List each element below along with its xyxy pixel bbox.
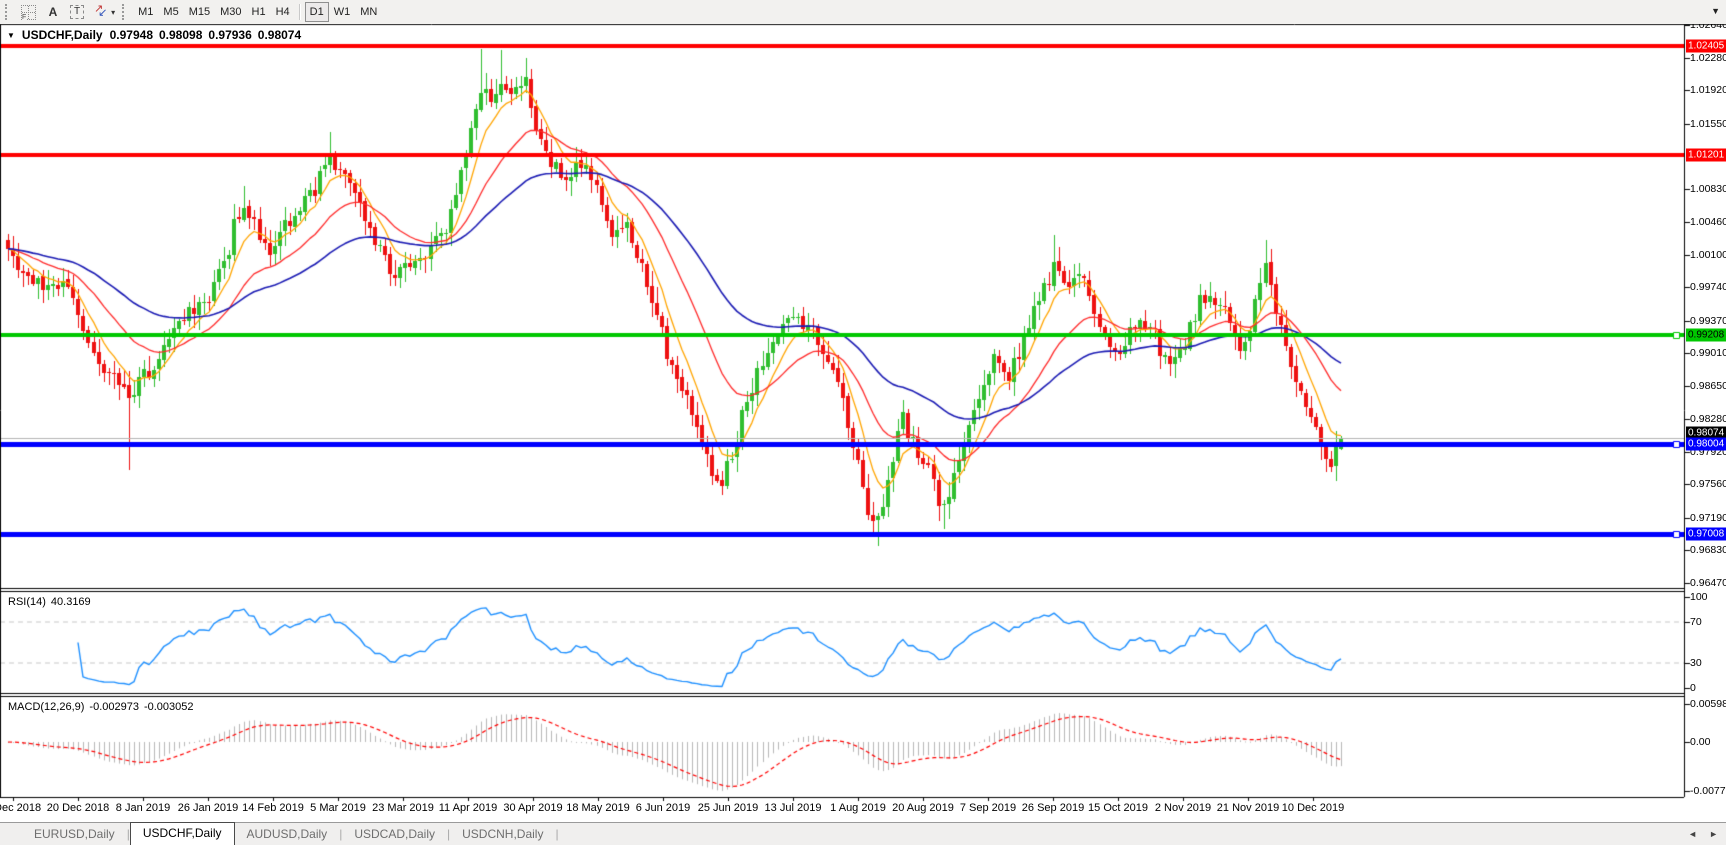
toolbar: F A T ↗ ↙ ▾ M1 M5 M15 M30 H1 H4 D1 W1 MN ▼ (0, 0, 1726, 24)
tab-separator: | (555, 827, 559, 841)
timeframe-button-m15[interactable]: M15 (188, 6, 211, 18)
tab-scroll-left-icon[interactable]: ◄ (1688, 829, 1698, 839)
chart-tabs-bar: EURUSD,Daily | USDCHF,Daily AUDUSD,Daily | US… (0, 822, 1726, 845)
shapes-tool-button[interactable]: ↗ ↙ ▾ (89, 2, 120, 22)
tab-scroll-arrows: ◄ ► (1688, 829, 1718, 839)
timeframe-button-h4[interactable]: H4 (275, 6, 290, 18)
grid-icon: F (21, 4, 36, 21)
chart-tab-eurusd[interactable]: EURUSD,Daily (34, 827, 115, 841)
timeframe-button-mn[interactable]: MN (360, 6, 378, 18)
timeframe-button-m1[interactable]: M1 (138, 6, 154, 18)
tab-separator: | (126, 827, 130, 841)
chart-tab-usdcad[interactable]: USDCAD,Daily (354, 827, 435, 841)
chart-tab-usdchf[interactable]: USDCHF,Daily (129, 822, 235, 845)
toolbar-separator (298, 4, 301, 20)
text-tool-button[interactable]: A (41, 2, 65, 22)
tab-separator: | (447, 827, 451, 841)
label-icon: T (70, 5, 85, 19)
text-icon: A (48, 5, 58, 19)
chart-tab-usdcnh[interactable]: USDCNH,Daily (462, 827, 544, 841)
timeframe-button-h1[interactable]: H1 (251, 6, 266, 18)
chevron-down-icon: ▾ (111, 7, 116, 17)
toolbar-overflow-icon[interactable]: ▼ (1711, 6, 1720, 16)
toolbar-grip (122, 4, 128, 20)
timeframe-button-m30[interactable]: M30 (220, 6, 242, 18)
toolbar-grip (5, 4, 11, 20)
tab-scroll-right-icon[interactable]: ► (1709, 829, 1718, 839)
arrows-icon: ↗ ↙ (94, 3, 108, 19)
chart-tab-audusd[interactable]: AUDUSD,Daily (246, 827, 328, 841)
label-tool-button[interactable]: T (65, 2, 89, 22)
tab-separator: | (339, 827, 343, 841)
chart-canvas[interactable] (0, 0, 1726, 822)
timeframe-button-m5[interactable]: M5 (163, 6, 179, 18)
timeframe-button-w1[interactable]: W1 (333, 6, 351, 18)
timeframe-button-d1[interactable]: D1 (304, 2, 329, 22)
grid-tool-button[interactable]: F (16, 2, 41, 22)
